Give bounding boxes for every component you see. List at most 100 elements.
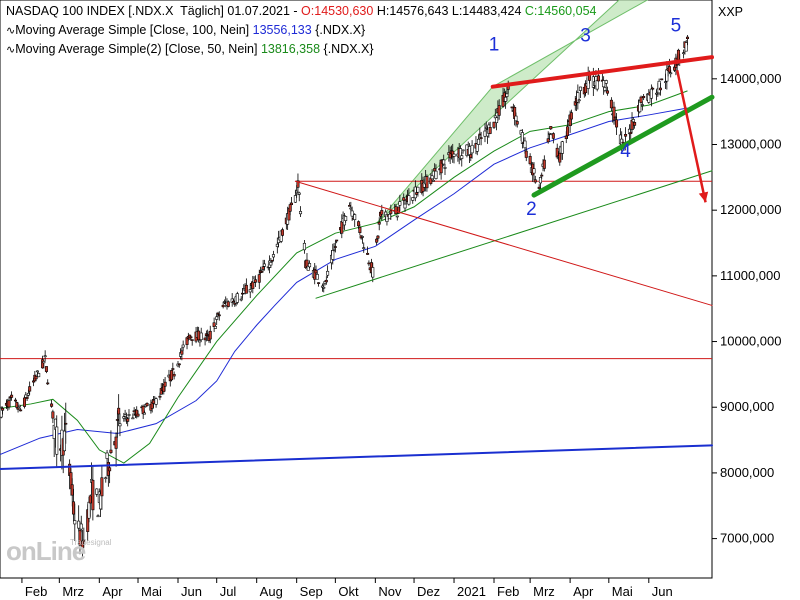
candle-down [170,370,174,381]
candle-down [676,49,680,61]
ma50-line [0,90,688,464]
candle-down [88,495,92,504]
tradesignal-logo: onLine Tradesignal [6,536,112,567]
ma-icon: ∿ [6,44,16,56]
candle-down [189,336,193,339]
candle-down [366,252,370,255]
candle-up [293,195,297,203]
candle-down [221,304,225,308]
candles-layer [0,34,689,558]
candle-up [470,144,474,154]
candle-down [629,132,633,135]
candle-down [612,106,616,121]
candle-down [132,410,136,413]
candle-down [314,269,318,274]
ma50-value: 13816,358 [260,42,321,56]
candle-up [295,190,299,194]
candle-down [288,204,292,212]
candle-down [15,402,19,408]
candle-up [248,289,252,293]
legend-ma100[interactable]: ∿Moving Average Simple [Close, 100, Nein… [6,23,365,37]
candle-down [78,529,82,546]
candle-down [425,176,429,189]
candle-up [430,175,434,180]
candle-up [269,262,273,266]
x-tick-label: Aug [260,584,283,599]
title-line: NASDAQ 100 INDEX [.NDX.X Täglich] 01.07.… [6,4,596,18]
ma100-line [0,107,688,455]
candle-down [34,376,38,380]
support [531,94,715,198]
candle-down [51,411,55,419]
candle-up [547,132,551,135]
candle-up [532,168,536,174]
candle-up [350,210,354,217]
red-declining [294,180,713,306]
ma-icon: ∿ [6,25,16,37]
wave-label-2: 2 [526,199,537,220]
candle-up [443,167,447,169]
candle-up [655,92,659,95]
candle-up [123,414,127,417]
wave-label-5: 5 [671,16,682,37]
candle-up [595,80,599,90]
candle-up [35,370,39,373]
candle-up [371,267,375,278]
candle-up [577,99,581,102]
thin-green-trend [315,170,713,299]
candle-down [685,36,689,40]
candle-up [331,250,335,260]
candle-up [460,155,464,159]
candle-down [615,119,619,128]
candle-up [55,426,59,455]
candle-up [235,293,239,303]
candle-up [42,361,46,364]
candle-up [395,215,399,218]
candle-down [108,467,112,472]
moving-averages-layer [0,90,688,464]
candle-down [158,395,162,398]
candle-down [44,366,48,372]
candle-down [596,75,600,82]
candle-down [172,373,176,377]
candle-up [468,146,472,156]
x-tick-label: Feb [25,584,47,599]
candle-up [495,117,499,124]
wave-label-3: 3 [580,25,591,46]
close-value: C:14560,054 [521,4,597,18]
candle-down [324,279,328,283]
x-tick-label: Mai [141,584,162,599]
candle-up [360,236,364,238]
candle-down [613,116,617,119]
candle-down [642,95,646,99]
candle-down [46,382,50,385]
trendlines-layer [0,55,715,470]
candle-up [407,195,411,205]
candle-down [280,229,284,236]
legend-ma50[interactable]: ∿Moving Average Simple(2) [Close, 50, Ne… [6,42,374,56]
x-tick-label: Okt [338,584,359,599]
candle-down [542,159,546,169]
candle-down [91,479,95,511]
candle-down [290,202,294,206]
candle-up [664,81,668,83]
candle-down [136,413,140,417]
candle-up [452,153,456,157]
candle-up [127,414,131,416]
candle-down [479,137,483,139]
candle-down [100,477,104,497]
candle-down [667,66,671,73]
candle-down [114,436,118,449]
candle-up [603,87,607,91]
candle-up [99,493,103,510]
candle-down [415,192,419,195]
high-value: H:14576,643 [373,4,449,18]
candle-up [442,159,446,165]
candle-down [335,239,339,242]
candle-down [115,419,119,421]
candle-up [322,286,326,289]
candle-up [640,104,644,106]
candle-down [675,63,679,66]
candle-down [64,422,68,425]
